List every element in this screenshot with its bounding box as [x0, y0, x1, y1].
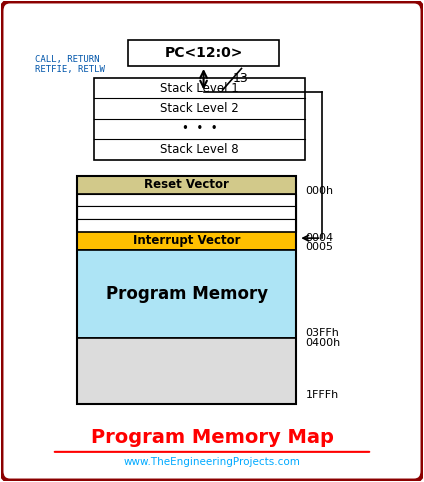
Text: 0400h: 0400h — [306, 337, 341, 348]
Text: 0005: 0005 — [306, 242, 334, 252]
Text: •  •  •: • • • — [181, 122, 217, 135]
Text: www.TheEngineeringProjects.com: www.TheEngineeringProjects.com — [123, 457, 301, 468]
Text: Stack Level 2: Stack Level 2 — [160, 102, 239, 115]
Bar — [77, 250, 296, 338]
Text: 000h: 000h — [306, 186, 334, 196]
Bar — [94, 78, 305, 160]
Text: Stack Level 8: Stack Level 8 — [160, 143, 239, 156]
Text: Interrupt Vector: Interrupt Vector — [133, 235, 240, 247]
Bar — [77, 176, 296, 404]
Bar — [128, 40, 279, 66]
Bar — [77, 232, 296, 250]
Bar — [77, 206, 296, 219]
Text: Stack Level 1: Stack Level 1 — [160, 82, 239, 95]
Text: PC<12:0>: PC<12:0> — [165, 46, 243, 60]
Text: Program Memory Map: Program Memory Map — [91, 428, 333, 447]
Bar — [77, 219, 296, 232]
Bar — [77, 176, 296, 194]
Text: 03FFh: 03FFh — [306, 328, 339, 338]
Text: 1FFFh: 1FFFh — [306, 390, 339, 401]
Text: 0004: 0004 — [306, 233, 334, 243]
Bar — [77, 194, 296, 206]
Text: Reset Vector: Reset Vector — [144, 178, 229, 191]
Bar — [77, 338, 296, 404]
Text: Program Memory: Program Memory — [106, 285, 268, 303]
Text: CALL, RETURN
RETFIE, RETLW: CALL, RETURN RETFIE, RETLW — [35, 55, 105, 74]
Text: 13: 13 — [233, 71, 249, 84]
